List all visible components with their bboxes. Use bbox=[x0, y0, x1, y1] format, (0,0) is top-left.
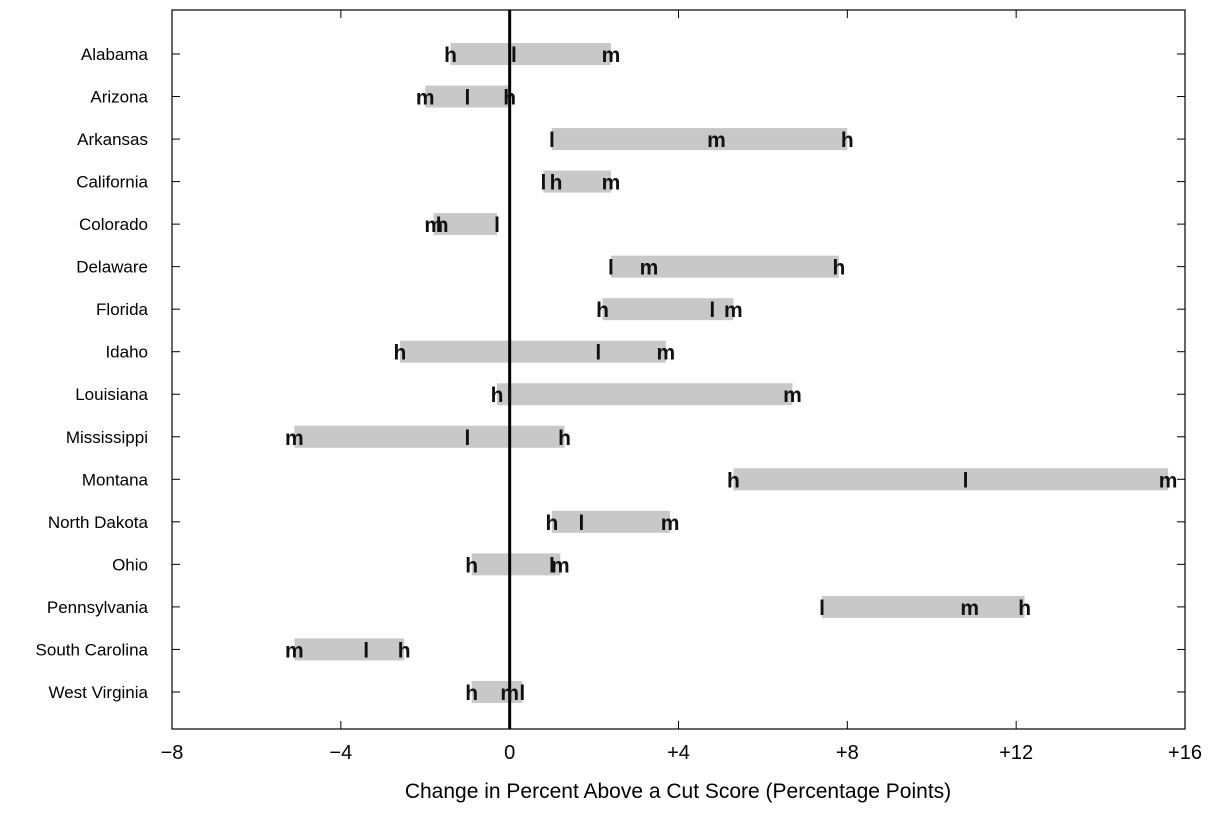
x-axis-label: Change in Percent Above a Cut Score (Per… bbox=[405, 780, 951, 803]
marker-l: l bbox=[963, 469, 969, 492]
category-label: Arkansas bbox=[77, 130, 148, 149]
range-bar bbox=[294, 425, 565, 448]
range-bar bbox=[822, 595, 1025, 618]
category-label: Pennsylvania bbox=[47, 598, 149, 617]
range-bar bbox=[294, 638, 405, 661]
category-label: West Virginia bbox=[48, 683, 148, 702]
range-bar bbox=[610, 255, 839, 278]
marker-h: h bbox=[841, 129, 854, 152]
category-label: Alabama bbox=[81, 45, 149, 64]
category-label: Delaware bbox=[76, 258, 148, 277]
marker-m: m bbox=[783, 384, 802, 407]
x-tick-label: +12 bbox=[999, 742, 1033, 764]
range-bar bbox=[733, 468, 1169, 491]
marker-m: m bbox=[416, 87, 435, 110]
x-tick-label: −4 bbox=[329, 742, 352, 764]
marker-m: m bbox=[1159, 469, 1178, 492]
category-label: California bbox=[76, 173, 148, 192]
category-label: Louisiana bbox=[75, 385, 148, 404]
marker-m: m bbox=[960, 597, 979, 620]
marker-h: h bbox=[503, 87, 516, 110]
marker-l: l bbox=[511, 44, 517, 67]
marker-h: h bbox=[394, 342, 407, 365]
category-label: Mississippi bbox=[66, 428, 148, 447]
marker-m: m bbox=[500, 682, 519, 705]
x-axis-ticks: −8 −4 0 +4 +8 +12 +16 bbox=[161, 10, 1202, 764]
range-bar bbox=[551, 510, 671, 533]
range-bars bbox=[294, 43, 1169, 703]
marker-h: h bbox=[436, 214, 449, 237]
category-label: Idaho bbox=[105, 343, 148, 362]
range-bar bbox=[497, 383, 793, 406]
category-label: Arizona bbox=[90, 88, 148, 107]
x-tick-label: −8 bbox=[161, 742, 184, 764]
marker-h: h bbox=[550, 172, 563, 195]
marker-l: l bbox=[541, 172, 547, 195]
marker-l: l bbox=[595, 342, 601, 365]
marker-l: l bbox=[578, 512, 584, 535]
range-bar bbox=[602, 298, 734, 321]
marker-l: l bbox=[819, 597, 825, 620]
x-tick-label: 0 bbox=[504, 742, 515, 764]
marker-h: h bbox=[444, 44, 457, 67]
category-label: Montana bbox=[82, 470, 149, 489]
marker-m: m bbox=[661, 512, 680, 535]
category-label: Colorado bbox=[79, 215, 148, 234]
marker-h: h bbox=[727, 469, 740, 492]
marker-m: m bbox=[285, 639, 304, 662]
marker-h: h bbox=[465, 682, 478, 705]
range-bar bbox=[450, 43, 611, 65]
marker-h: h bbox=[545, 512, 558, 535]
marker-h: h bbox=[558, 427, 571, 450]
marker-m: m bbox=[724, 299, 743, 322]
marker-l: l bbox=[507, 384, 513, 407]
marker-m: m bbox=[285, 427, 304, 450]
marker-l: l bbox=[363, 639, 369, 662]
x-tick-label: +8 bbox=[836, 742, 859, 764]
marker-m: m bbox=[551, 554, 570, 577]
marker-l: l bbox=[709, 299, 715, 322]
marker-l: l bbox=[549, 554, 555, 577]
marker-l: l bbox=[608, 257, 614, 280]
category-label: Florida bbox=[96, 300, 149, 319]
marker-m: m bbox=[640, 257, 659, 280]
marker-m: m bbox=[656, 342, 675, 365]
marker-l: l bbox=[549, 129, 555, 152]
plot-frame bbox=[171, 9, 1186, 730]
category-label: North Dakota bbox=[48, 513, 149, 532]
range-bar bbox=[471, 553, 561, 576]
range-bar bbox=[551, 128, 848, 151]
marker-l: l bbox=[465, 87, 471, 110]
range-bar bbox=[399, 340, 666, 363]
range-bar bbox=[425, 85, 510, 108]
marker-m: m bbox=[602, 44, 621, 67]
marker-h: h bbox=[398, 639, 411, 662]
category-label: South Carolina bbox=[36, 640, 149, 659]
category-label: Ohio bbox=[112, 555, 148, 574]
marker-m: m bbox=[707, 129, 726, 152]
marker-l: l bbox=[494, 214, 500, 237]
marker-m: m bbox=[424, 214, 443, 237]
y-axis-ticks: Alabama Arizona Arkansas California Colorado… bbox=[36, 45, 1185, 702]
range-bar bbox=[543, 170, 611, 193]
range-bar bbox=[433, 213, 498, 236]
marker-h: h bbox=[1018, 597, 1031, 620]
marker-h: h bbox=[465, 554, 478, 577]
marker-m: m bbox=[602, 172, 621, 195]
x-tick-label: +16 bbox=[1168, 742, 1202, 764]
marker-h: h bbox=[832, 257, 845, 280]
x-tick-label: +4 bbox=[667, 742, 690, 764]
marker-h: h bbox=[491, 384, 504, 407]
marker-l: l bbox=[519, 682, 525, 705]
marker-h: h bbox=[596, 299, 609, 322]
marker-l: l bbox=[465, 427, 471, 450]
